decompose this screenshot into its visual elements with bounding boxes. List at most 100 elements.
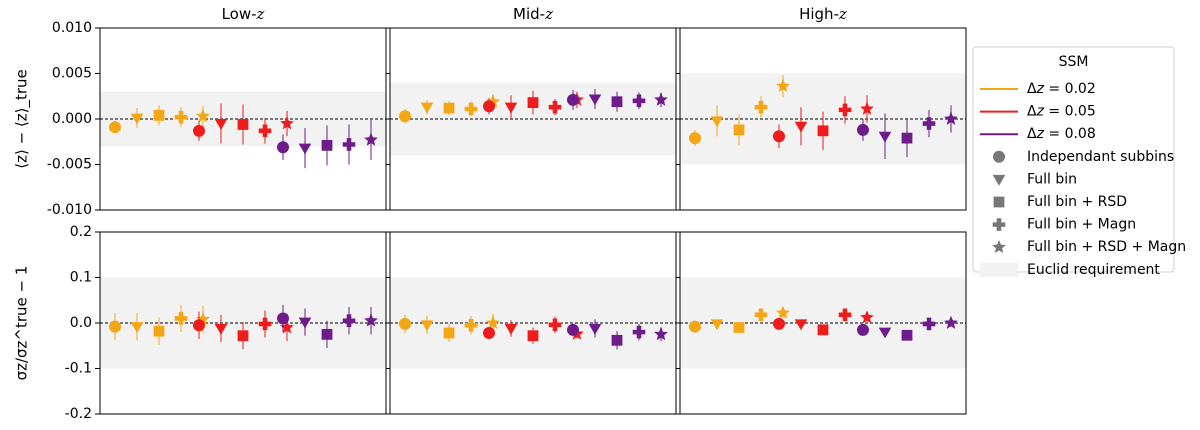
legend-marker-triangle-down (992, 174, 1006, 186)
data-point-plus (632, 94, 646, 108)
data-point-plus (548, 318, 562, 332)
panel-title-mid-z: Mid-z (513, 5, 553, 23)
data-point-square (817, 324, 829, 336)
legend-entry: Full bin + Magn (992, 217, 1136, 233)
data-point-plus (342, 138, 356, 151)
data-point-square (321, 139, 333, 151)
legend-entry: Δz = 0.05 (980, 104, 1096, 120)
y-tick-label: 0.010 (52, 20, 92, 36)
legend-marker-star (992, 240, 1006, 254)
data-point-star (196, 109, 210, 123)
legend-patch-swatch (980, 262, 1018, 277)
data-point-triangle (214, 323, 228, 335)
legend-entry: Full bin + RSD (993, 194, 1127, 210)
data-point-square (321, 328, 333, 340)
data-point-square (611, 334, 623, 346)
legend-entry: Δz = 0.02 (980, 81, 1096, 97)
data-point-plus (342, 314, 356, 328)
data-point-triangle (710, 116, 724, 128)
data-point-star (776, 305, 790, 319)
data-point-circle (193, 319, 205, 332)
panel-sigma-high-z (679, 231, 967, 415)
y-tick-label: -0.010 (47, 202, 92, 218)
data-point-circle (109, 121, 121, 134)
data-point-star (280, 116, 294, 130)
data-point-square (733, 124, 745, 136)
data-point-plus (464, 102, 478, 116)
legend-marker-circle (993, 150, 1005, 163)
data-point-square (901, 329, 913, 341)
data-point-circle (109, 320, 121, 333)
legend-label: Full bin + Magn (1027, 217, 1136, 233)
data-point-square (443, 102, 455, 114)
legend-label: Full bin (1027, 171, 1077, 187)
data-point-triangle (588, 94, 602, 106)
y-tick-label: 0.000 (52, 111, 92, 127)
data-point-star (364, 313, 378, 327)
data-point-square (901, 132, 913, 144)
legend-label: Δz = 0.08 (1027, 126, 1096, 142)
data-point-circle (193, 124, 205, 137)
data-point-star (944, 111, 958, 125)
data-point-circle (399, 110, 411, 123)
data-point-square (527, 330, 539, 342)
data-point-plus (258, 124, 272, 138)
legend-entry: Independant subbins (993, 149, 1174, 165)
data-point-square (237, 330, 249, 342)
data-point-plus (632, 325, 646, 339)
data-point-square (153, 109, 165, 121)
y-tick-label: -0.2 (65, 406, 92, 422)
data-point-circle (483, 100, 495, 113)
legend-marker-square (993, 196, 1005, 208)
legend-label: Δz = 0.05 (1027, 104, 1096, 120)
legend-entry: Full bin + RSD + Magn (992, 239, 1186, 255)
data-point-plus (754, 100, 768, 114)
legend: SSM Δz = 0.02 Δz = 0.05 Δz = 0.08 Independan… (972, 46, 1186, 278)
data-point-circle (689, 320, 701, 333)
data-point-square (733, 322, 745, 333)
data-point-triangle (504, 102, 518, 114)
y-tick-label: 0.2 (70, 224, 92, 240)
legend-marker-plus (992, 218, 1006, 231)
legend-entry: Δz = 0.08 (980, 126, 1096, 142)
data-point-triangle (794, 319, 808, 331)
y-axis-label-sigma: σz/σz^true − 1 (13, 266, 31, 381)
data-point-plus (922, 317, 936, 331)
panel-title-high-z: High-z (799, 5, 847, 23)
data-point-triangle (130, 113, 144, 125)
data-point-circle (857, 323, 869, 336)
data-point-plus (754, 308, 768, 322)
legend-label: Full bin + RSD (1027, 194, 1127, 210)
data-point-triangle (878, 327, 892, 339)
data-point-triangle (298, 317, 312, 329)
data-point-circle (483, 327, 495, 340)
data-point-circle (689, 132, 701, 145)
panel-sigma-low-z (99, 231, 387, 415)
data-point-plus (174, 110, 188, 124)
panel-mean-low-z (99, 27, 387, 211)
data-point-triangle (298, 143, 312, 155)
data-point-triangle (420, 102, 434, 114)
data-point-triangle (794, 121, 808, 133)
data-point-square (527, 97, 539, 109)
data-point-square (237, 119, 249, 130)
data-point-triangle (130, 322, 144, 333)
y-tick-label: 0.0 (70, 315, 92, 331)
y-tick-label: 0.005 (52, 66, 92, 82)
data-point-circle (773, 317, 785, 330)
data-point-plus (838, 308, 852, 322)
data-point-plus (548, 100, 562, 114)
data-point-circle (567, 93, 579, 106)
panel-title-low-z: Low-z (222, 5, 265, 23)
data-point-star (654, 327, 668, 341)
data-point-circle (773, 130, 785, 143)
legend-label: Full bin + RSD + Magn (1027, 239, 1186, 255)
data-point-triangle (588, 323, 602, 335)
data-point-triangle (214, 119, 228, 130)
data-point-circle (399, 317, 411, 330)
data-point-triangle (420, 320, 434, 332)
data-point-square (153, 325, 165, 337)
data-point-circle (857, 123, 869, 136)
y-tick-label: 0.1 (70, 270, 92, 286)
